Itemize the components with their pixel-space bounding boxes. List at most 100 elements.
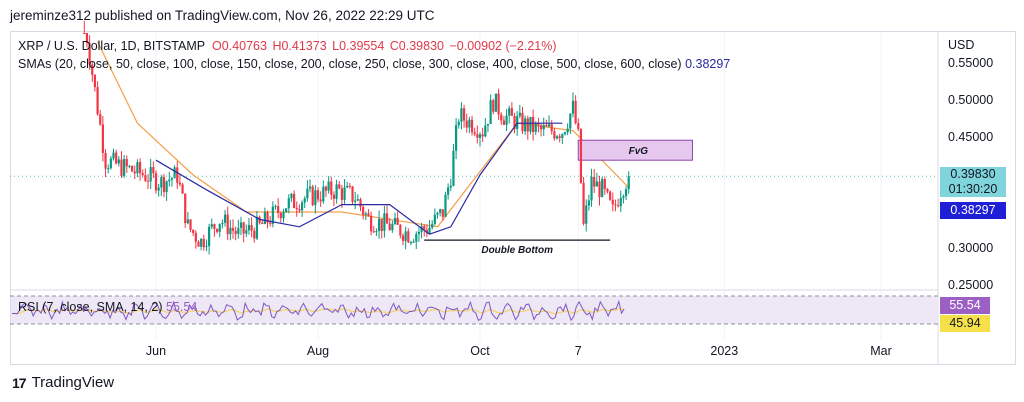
candle-body [399, 224, 402, 236]
sma-fast-path [155, 122, 563, 235]
candle-body [104, 152, 107, 169]
candle-body [295, 207, 298, 210]
footer-brand[interactable]: 17 TradingView [12, 374, 114, 391]
candle-body [85, 33, 89, 44]
candle-body [351, 186, 354, 202]
time-axis-label: 7 [575, 344, 582, 358]
candle-body [332, 194, 336, 199]
candle-body [593, 176, 596, 187]
candle-body [627, 176, 630, 190]
time-axis-label: 2023 [710, 344, 738, 358]
candle-body [146, 180, 150, 182]
candle-body [603, 179, 606, 190]
candle-body [393, 217, 397, 224]
candle-body [534, 122, 537, 132]
candle-body [287, 198, 290, 209]
countdown-value: 01:30:20 [948, 182, 998, 196]
sma-label: SMAs (20, close, 50, close, 100, close, … [18, 57, 682, 71]
chart-frame [10, 31, 1016, 365]
time-axis-label: Aug [307, 344, 329, 358]
candle-body [120, 159, 123, 176]
candle-body [601, 179, 604, 197]
candle-body [223, 214, 227, 223]
candle-body [176, 167, 179, 183]
low-value: L0.39554 [332, 39, 385, 53]
tradingview-logo-icon: 17 [12, 374, 27, 391]
candle-body [359, 199, 362, 207]
candle-body [609, 191, 612, 200]
candle-body [83, 33, 86, 34]
candle-body [555, 136, 559, 139]
candle-body [253, 230, 256, 239]
candle-body [425, 229, 428, 234]
candle-body [263, 212, 266, 224]
candle-body [197, 241, 200, 247]
close-value: C0.39830 [389, 39, 444, 53]
sma-value: 0.38297 [685, 57, 731, 71]
candle-body [354, 200, 357, 202]
candle-body [553, 131, 556, 139]
candle-body [319, 199, 322, 202]
candle-body [532, 116, 535, 132]
candle-body [226, 214, 229, 235]
candle-body [377, 218, 381, 232]
symbol-name: XRP / U.S. Dollar, 1D, BITSTAMP [18, 39, 206, 53]
candle-body [537, 122, 540, 126]
candle-body [255, 216, 259, 239]
time-axis-label: Oct [470, 344, 490, 358]
symbol-legend[interactable]: XRP / U.S. Dollar, 1D, BITSTAMP O0.40763… [18, 39, 559, 53]
candle-body [409, 242, 413, 244]
candles [83, 20, 630, 255]
candle-body [441, 209, 444, 217]
candle-body [606, 189, 609, 192]
candle-body [327, 181, 330, 191]
candle-body [91, 64, 94, 75]
rsi-line [11, 299, 625, 322]
candle-body [473, 132, 476, 135]
sma-legend[interactable]: SMAs (20, close, 50, close, 100, close, … [18, 57, 730, 71]
candle-body [433, 214, 436, 224]
rsi-legend[interactable]: RSI (7, close, SMA, 14, 2) 55.54 [18, 300, 197, 314]
candle-body [340, 188, 344, 200]
candle-body [170, 178, 174, 180]
candle-body [521, 112, 524, 132]
candle-body [343, 187, 346, 200]
candle-body [492, 100, 495, 112]
last-price-tag-value: 0.39830 [950, 167, 996, 181]
candle-body [130, 166, 134, 172]
price-axis-label: 0.30000 [948, 241, 994, 255]
candle-body [133, 171, 136, 174]
candle-body [184, 193, 187, 224]
candle-body [348, 185, 351, 187]
candle-body [218, 223, 221, 232]
candle-body [117, 159, 120, 164]
candle-body [88, 43, 91, 65]
candle-body [282, 212, 285, 219]
candle-body [449, 185, 452, 188]
candle-body [476, 134, 479, 138]
candle-body [614, 204, 617, 206]
candle-body [266, 212, 269, 223]
candle-body [208, 226, 211, 247]
candle-body [324, 186, 328, 191]
candle-body [165, 181, 168, 193]
candle-body [569, 113, 572, 129]
candle-body [96, 87, 99, 115]
candle-body [330, 181, 333, 195]
candle-body [316, 190, 320, 200]
candle-body [367, 213, 370, 216]
candle-body [300, 202, 304, 211]
candle-body [470, 119, 474, 133]
candle-body [138, 162, 142, 174]
candle-body [123, 159, 126, 176]
candle-body [335, 184, 338, 199]
candle-body [292, 193, 296, 208]
double-bottom-label: Double Bottom [481, 245, 553, 256]
candle-body [168, 179, 171, 182]
candle-body [303, 198, 306, 203]
candle-body [144, 175, 147, 181]
candle-body [616, 205, 620, 207]
candle-body [346, 185, 349, 188]
candle-body [356, 199, 359, 201]
